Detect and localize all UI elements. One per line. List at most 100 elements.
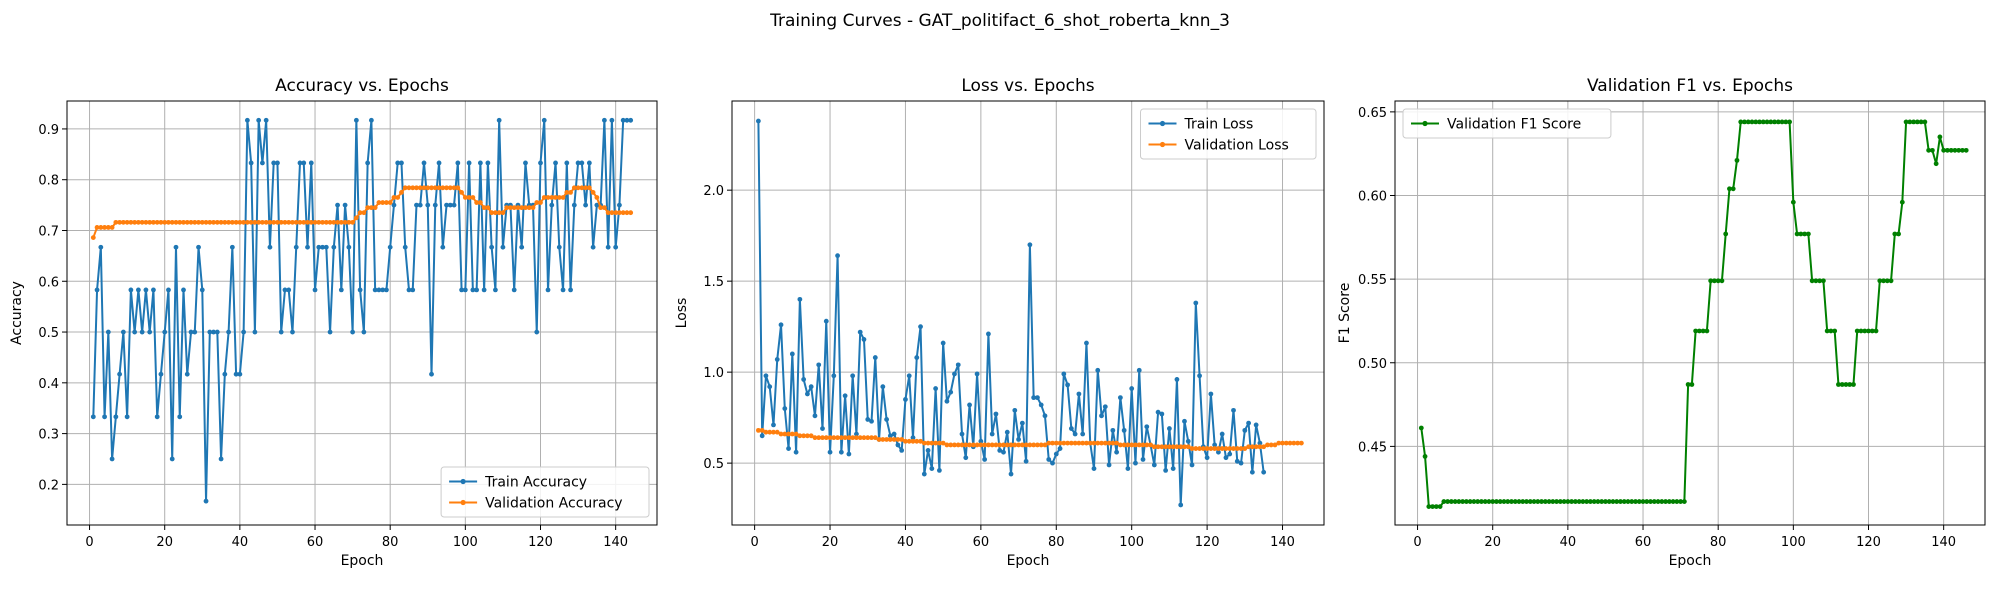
data-point bbox=[925, 440, 931, 446]
x-tick-label: 80 bbox=[1048, 535, 1065, 550]
data-point bbox=[1712, 278, 1717, 284]
data-point bbox=[1197, 446, 1202, 451]
data-point bbox=[395, 160, 401, 166]
data-point bbox=[1557, 499, 1563, 504]
data-point bbox=[880, 384, 886, 390]
data-point bbox=[342, 219, 348, 225]
x-tick-label: 80 bbox=[1710, 535, 1727, 550]
data-point bbox=[967, 442, 972, 448]
data-point bbox=[1084, 440, 1089, 446]
data-point bbox=[1027, 442, 1033, 448]
data-point bbox=[936, 440, 942, 446]
legend-label: Validation Accuracy bbox=[485, 496, 622, 512]
data-point bbox=[549, 195, 555, 200]
data-point bbox=[263, 219, 269, 225]
data-point bbox=[1663, 499, 1668, 504]
data-point bbox=[275, 160, 280, 166]
data-point bbox=[196, 244, 201, 250]
y-tick-label: 0.5 bbox=[38, 326, 59, 341]
data-point bbox=[774, 357, 780, 362]
data-point bbox=[267, 244, 273, 250]
data-point bbox=[1283, 440, 1289, 446]
data-point bbox=[1738, 119, 1744, 125]
data-point bbox=[203, 498, 209, 504]
data-point bbox=[1648, 499, 1653, 504]
data-point bbox=[963, 442, 969, 448]
data-point bbox=[1208, 446, 1214, 451]
data-point bbox=[1035, 395, 1040, 401]
y-tick-label: 0.8 bbox=[38, 174, 59, 189]
data-point bbox=[1817, 278, 1823, 284]
data-point bbox=[229, 219, 235, 225]
chart-title: Accuracy vs. Epochs bbox=[275, 76, 449, 96]
data-point bbox=[147, 219, 153, 225]
data-point bbox=[327, 329, 333, 335]
data-point bbox=[831, 435, 837, 441]
data-point bbox=[910, 438, 916, 444]
data-point bbox=[986, 442, 991, 448]
data-point bbox=[613, 210, 619, 216]
data-point bbox=[90, 235, 96, 240]
data-point bbox=[1151, 444, 1157, 450]
data-point bbox=[891, 437, 897, 442]
data-point bbox=[109, 456, 115, 462]
data-point bbox=[1888, 278, 1894, 284]
data-point bbox=[425, 202, 431, 208]
data-point bbox=[301, 219, 307, 225]
data-point bbox=[1125, 442, 1131, 448]
data-point bbox=[132, 219, 138, 225]
data-point bbox=[477, 200, 483, 205]
data-point bbox=[421, 160, 427, 166]
data-point bbox=[1178, 502, 1184, 508]
data-point bbox=[838, 449, 844, 455]
data-point bbox=[136, 219, 141, 225]
data-point bbox=[1291, 440, 1297, 446]
data-point bbox=[380, 287, 386, 293]
data-point bbox=[1216, 446, 1221, 451]
data-point bbox=[1031, 395, 1037, 401]
data-point bbox=[429, 371, 434, 377]
data-point bbox=[805, 433, 810, 439]
x-tick-label: 100 bbox=[1119, 535, 1144, 550]
data-point bbox=[493, 287, 498, 293]
data-point bbox=[425, 185, 431, 191]
data-point bbox=[933, 440, 939, 446]
data-point bbox=[252, 219, 258, 225]
data-point bbox=[1076, 440, 1082, 446]
y-tick-label: 0.3 bbox=[38, 428, 59, 443]
data-point bbox=[1892, 231, 1898, 237]
data-point bbox=[1272, 442, 1278, 448]
data-point bbox=[357, 210, 363, 216]
data-point bbox=[835, 253, 840, 259]
data-point bbox=[256, 219, 262, 225]
data-point bbox=[1016, 442, 1021, 448]
data-point bbox=[1651, 499, 1657, 504]
data-point bbox=[1790, 199, 1796, 205]
data-point bbox=[1832, 328, 1838, 334]
data-point bbox=[207, 219, 213, 225]
data-point bbox=[226, 329, 231, 335]
legend-swatch-marker bbox=[460, 499, 466, 506]
x-tick-label: 140 bbox=[1270, 535, 1295, 550]
data-point bbox=[1185, 444, 1191, 450]
data-point bbox=[1212, 446, 1218, 451]
data-point bbox=[297, 160, 303, 166]
data-point bbox=[94, 287, 100, 293]
data-point bbox=[1595, 499, 1601, 504]
y-axis-label: Accuracy bbox=[9, 281, 25, 345]
data-point bbox=[808, 384, 814, 390]
data-point bbox=[1253, 422, 1259, 428]
data-point bbox=[1603, 499, 1608, 504]
data-point bbox=[793, 449, 799, 455]
data-point bbox=[1719, 278, 1725, 284]
data-point bbox=[1242, 427, 1248, 433]
data-point bbox=[1151, 462, 1157, 468]
data-point bbox=[1023, 458, 1029, 464]
data-point bbox=[267, 219, 273, 225]
data-point bbox=[128, 219, 134, 225]
data-point bbox=[470, 287, 476, 293]
data-point bbox=[899, 437, 905, 442]
data-point bbox=[166, 287, 171, 293]
data-point bbox=[1050, 460, 1055, 466]
